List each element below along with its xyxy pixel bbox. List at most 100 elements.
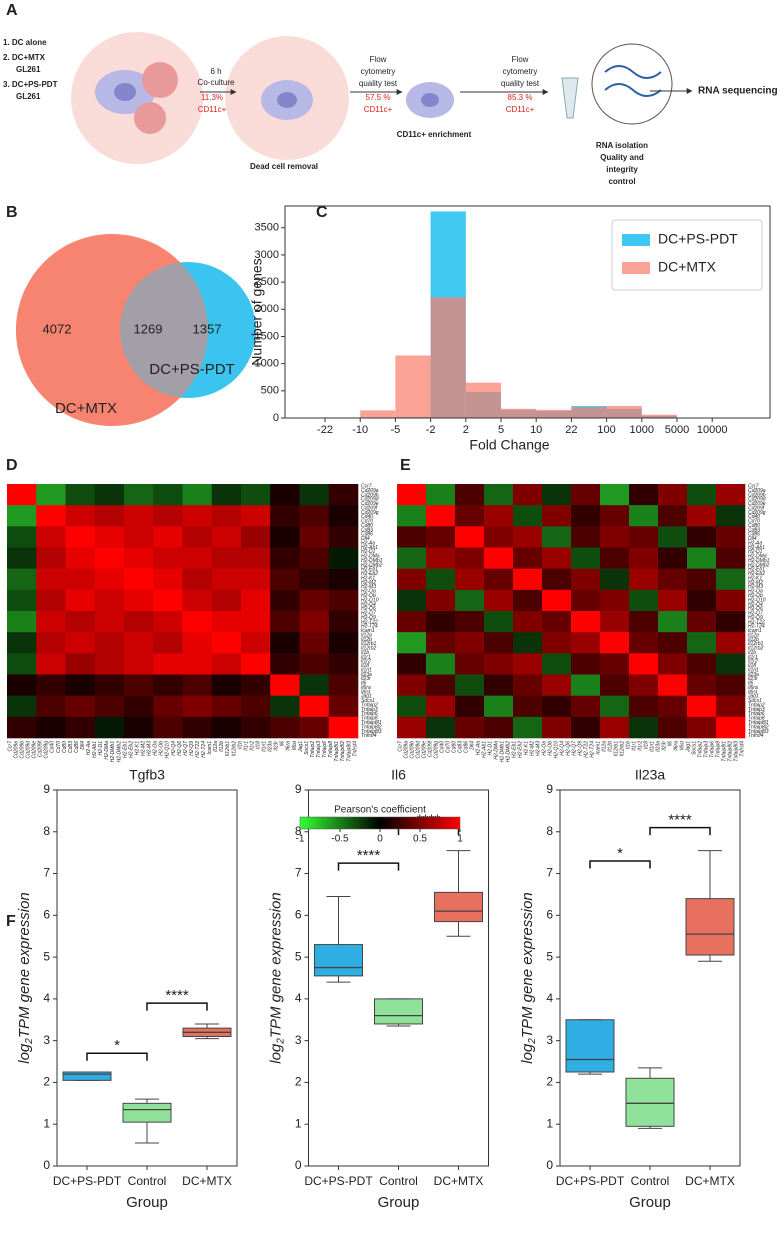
col-label: H2-DMb2 [505, 741, 511, 763]
col-label: Icam1 [595, 741, 601, 755]
y-axis-label-part: TPM gene expression [267, 892, 284, 1038]
col-label: H2-DMa [104, 741, 110, 760]
box [62, 1071, 112, 1081]
col-label: Cd209e [421, 741, 427, 759]
col-label: Il12rb1 [613, 741, 619, 757]
col-label: H2-T22 [583, 741, 589, 758]
heatmap-cell [455, 632, 485, 654]
x-tick-label: DC+MTX [182, 1174, 232, 1188]
box [565, 1019, 615, 1073]
heatmap-cell [328, 568, 359, 591]
row-label: H2-DMb1 [748, 558, 770, 564]
heatmap-cell [124, 716, 154, 739]
step-text: integrity [606, 165, 638, 174]
row-label: Tnfrsf4 [748, 733, 764, 739]
heatmap-cell [600, 484, 630, 506]
col-label: Tnfrsf4 [739, 741, 745, 757]
col-label: H2-M2 [529, 741, 535, 756]
heatmap-cell [426, 589, 456, 612]
col-label: Tnfaip8l3 [733, 741, 739, 762]
colorbar-tick-label: 0 [377, 834, 383, 845]
col-label: Il12a [213, 741, 219, 752]
heatmap-cell [571, 547, 601, 569]
heatmap-cell [7, 484, 37, 506]
heatmap-cell [716, 484, 746, 506]
heatmap-cell [153, 484, 183, 506]
heatmap-cell [513, 632, 543, 654]
y-axis-label: log2TPM gene expression [519, 892, 538, 1064]
y-tick-label: 2 [43, 1075, 50, 1089]
heatmap-cell [600, 674, 630, 696]
col-label: H2-DMb1 [110, 741, 116, 763]
heatmap-cell [94, 695, 125, 718]
col-label: H2-M2 [140, 741, 146, 756]
heatmap-cell [687, 653, 717, 675]
heatmap-cell [513, 716, 543, 739]
y-axis-label-part: TPM gene expression [16, 892, 33, 1038]
row-label: H2-D1 [361, 549, 376, 555]
heatmap-cell [241, 547, 271, 569]
heatmap-cell [571, 632, 601, 654]
row-label: Il1b [748, 650, 756, 656]
heatmap-cell [299, 632, 330, 654]
col-label: Cd209b [19, 741, 25, 759]
heatmap-cell [687, 526, 717, 548]
heatmap-cell [629, 716, 659, 739]
significance-label: **** [357, 847, 381, 864]
heatmap-cell [397, 716, 427, 739]
col-label: Cd209g [433, 741, 439, 759]
heatmap-cell [153, 695, 183, 718]
row-label: H2-M2 [361, 580, 376, 586]
col-label: Socs1 [691, 741, 697, 755]
heatmap-cell [455, 505, 485, 527]
heatmap-cell [397, 632, 427, 654]
col-label: Cd80 [451, 741, 457, 753]
heatmap-cell [211, 716, 242, 739]
col-label: Cd86 [74, 741, 80, 753]
heatmap-cell [36, 611, 66, 633]
row-label: Il6 [748, 681, 754, 687]
col-label: H2-Ob [547, 741, 553, 756]
heatmap-cell [426, 632, 456, 654]
heatmap-cell [426, 526, 456, 548]
heatmap-cell [65, 695, 96, 718]
x-tick-label: 5000 [665, 424, 689, 436]
heatmap-cell [629, 589, 659, 612]
heatmap-cell [426, 695, 456, 718]
heatmap-cell [600, 611, 630, 633]
heatmap-cell [658, 505, 688, 527]
heatmap-cell [7, 653, 37, 675]
heatmap-cell [124, 568, 154, 591]
heatmap-cell [153, 653, 183, 675]
row-label: H2-Oa [361, 589, 376, 595]
step-text: cytometry [361, 67, 396, 76]
col-label: Tnfaip8l3 [346, 741, 352, 762]
venn-count: 1357 [193, 321, 222, 336]
heatmap-cell [7, 526, 37, 548]
col-label: Tnfaip8 [715, 741, 721, 758]
percent: 85.3 % [508, 93, 533, 102]
row-label: Dll4 [748, 536, 757, 542]
row-label: Tnfrsf4 [361, 733, 377, 739]
row-label: H2-Q7 [361, 611, 376, 617]
heatmap-cell [687, 547, 717, 569]
heatmap-cell [328, 526, 359, 548]
rna-strand [604, 65, 662, 97]
heatmap-cell [542, 716, 572, 739]
col-label: Cd83 [68, 741, 74, 753]
tube [561, 77, 579, 119]
heatmap-cell [629, 568, 659, 591]
heatmap-cell [600, 568, 630, 591]
y-tick-label: 1 [43, 1116, 50, 1130]
col-label: Cd209d [26, 741, 32, 759]
heatmap-cell [455, 695, 485, 718]
row-label: Tnfaip2 [748, 702, 765, 708]
heatmap-cell [629, 695, 659, 718]
step-labels: 6 h Co-culture 11.3% CD11c+ Dead cell re… [198, 55, 649, 186]
row-label: Tnfaip8 [361, 716, 378, 722]
col-label: H2-Q9 [577, 741, 583, 756]
heatmap-cell [7, 674, 37, 696]
y-tick-label: 2500 [255, 276, 279, 288]
y-tick-label: 8 [43, 824, 50, 838]
